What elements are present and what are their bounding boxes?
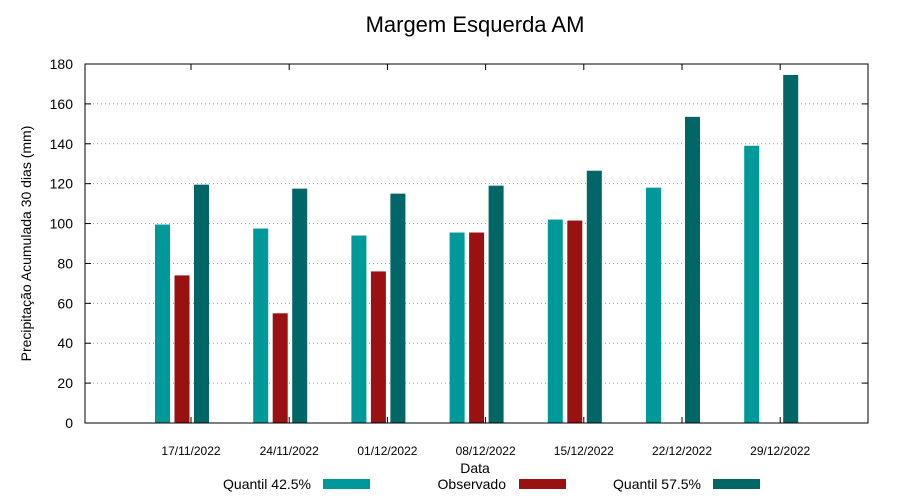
y-tick-label: 80: [57, 255, 73, 271]
legend-swatch: [323, 479, 370, 489]
legend-label: Quantil 57.5%: [613, 476, 701, 492]
x-tick-label: 24/11/2022: [260, 444, 319, 458]
x-tick-label: 08/12/2022: [456, 444, 516, 458]
y-tick-label: 120: [50, 176, 74, 192]
bar: [449, 232, 465, 423]
legend-swatch: [713, 479, 760, 489]
y-tick-label: 180: [50, 56, 74, 72]
bar: [744, 145, 760, 423]
chart-title: Margem Esquerda AM: [366, 12, 585, 37]
y-tick-label: 0: [65, 415, 73, 431]
bar: [155, 224, 170, 423]
y-tick-label: 100: [50, 216, 74, 232]
bar: [783, 74, 799, 423]
bar: [390, 193, 406, 423]
bar: [488, 185, 504, 423]
grid-lines: [85, 103, 868, 384]
bar: [646, 187, 661, 423]
x-axis-ticks: 17/11/2022 24/11/2022 01/12/2022 08/12/2022…: [161, 64, 811, 458]
bar: [547, 219, 563, 423]
legend-label: Quantil 42.5%: [223, 476, 311, 492]
y-axis-ticks: 0 20 40 60 80 100 120 140 160 180: [50, 56, 868, 431]
x-tick-label: 01/12/2022: [357, 444, 417, 458]
x-tick-label: 22/12/2022: [652, 444, 712, 458]
y-tick-label: 160: [50, 96, 74, 112]
legend: Quantil 42.5% Observado Quantil 57.5%: [223, 476, 760, 492]
bar: [370, 271, 386, 423]
bar: [174, 275, 190, 423]
bar: [469, 232, 485, 423]
bar: [351, 235, 367, 423]
legend-swatch: [519, 479, 566, 489]
bar: [292, 188, 308, 423]
bars: [155, 74, 799, 423]
y-tick-label: 20: [57, 375, 73, 391]
legend-label: Observado: [438, 476, 507, 492]
y-tick-label: 40: [57, 335, 73, 351]
bar: [194, 184, 209, 423]
plot-frame: [84, 63, 869, 424]
bar: [567, 220, 583, 423]
bar: [685, 116, 700, 423]
y-axis-label: Precipitação Acumulada 30 dias (mm): [18, 126, 34, 362]
bar: [586, 170, 602, 423]
x-tick-label: 29/12/2022: [750, 444, 810, 458]
bar: [272, 313, 288, 423]
bar: [253, 228, 269, 423]
y-tick-label: 60: [57, 295, 73, 311]
x-tick-label: 17/11/2022: [161, 444, 220, 458]
x-axis-label: Data: [460, 460, 490, 476]
y-tick-label: 140: [50, 136, 74, 152]
x-tick-label: 15/12/2022: [554, 444, 614, 458]
